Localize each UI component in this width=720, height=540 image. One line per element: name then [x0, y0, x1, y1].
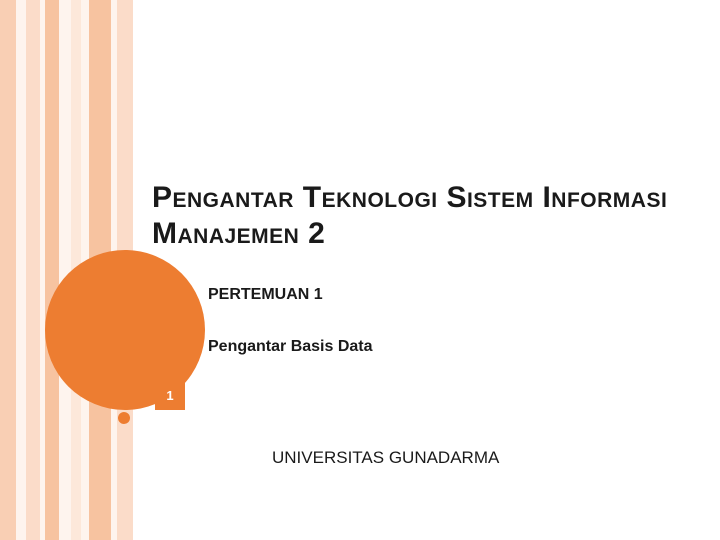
page-number-badge: 1 — [155, 380, 185, 410]
background-stripe — [45, 0, 59, 540]
background-stripe — [0, 0, 16, 540]
subtitle-topic: Pengantar Basis Data — [208, 338, 373, 356]
slide: Pengantar Teknologi Sistem Informasi Man… — [0, 0, 720, 540]
slide-title: Pengantar Teknologi Sistem Informasi Man… — [152, 180, 672, 252]
background-stripe — [59, 0, 71, 540]
page-number: 1 — [166, 388, 173, 403]
background-stripe — [16, 0, 26, 540]
university-footer: UNIVERSITAS GUNADARMA — [272, 448, 499, 468]
background-stripe — [26, 0, 40, 540]
subtitle-session: PERTEMUAN 1 — [208, 286, 323, 304]
accent-dot — [118, 412, 130, 424]
